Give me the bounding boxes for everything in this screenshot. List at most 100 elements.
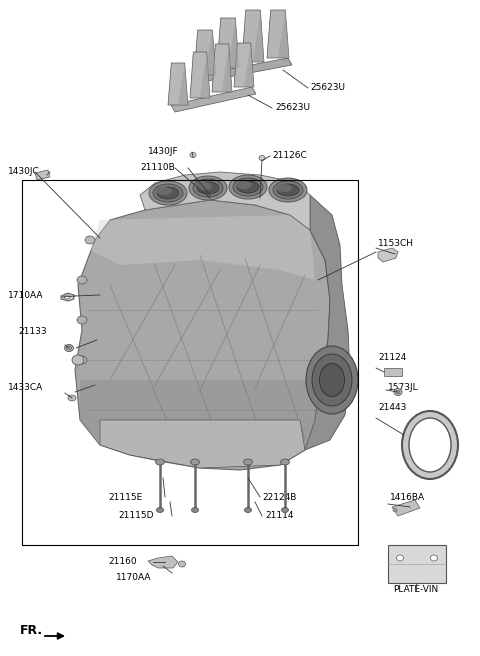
Polygon shape <box>80 380 320 468</box>
Polygon shape <box>75 200 330 470</box>
Ellipse shape <box>179 561 185 567</box>
Text: FR.: FR. <box>20 623 43 636</box>
Text: 1433CA: 1433CA <box>8 384 43 392</box>
Text: 21133: 21133 <box>18 327 47 337</box>
Ellipse shape <box>153 184 183 202</box>
Text: 1710AA: 1710AA <box>8 291 44 300</box>
Ellipse shape <box>393 508 397 512</box>
Text: 1416BA: 1416BA <box>390 493 425 502</box>
Text: 22124B: 22124B <box>262 493 296 501</box>
Polygon shape <box>168 63 188 105</box>
Ellipse shape <box>64 344 73 352</box>
Ellipse shape <box>269 178 307 202</box>
Ellipse shape <box>196 182 212 190</box>
Ellipse shape <box>191 459 200 465</box>
Polygon shape <box>205 30 216 75</box>
Polygon shape <box>392 500 420 516</box>
Ellipse shape <box>431 555 437 561</box>
Polygon shape <box>61 293 74 301</box>
Polygon shape <box>190 52 210 98</box>
Text: 25623U: 25623U <box>275 104 310 112</box>
Text: PLATE-VIN: PLATE-VIN <box>394 586 439 594</box>
Ellipse shape <box>259 155 265 161</box>
Text: 21115D: 21115D <box>118 512 154 520</box>
Ellipse shape <box>156 508 164 512</box>
Ellipse shape <box>276 184 292 192</box>
Ellipse shape <box>396 555 404 561</box>
Text: 21114: 21114 <box>265 512 293 520</box>
Polygon shape <box>171 87 256 112</box>
Bar <box>22 180 358 545</box>
Text: 21160: 21160 <box>108 558 137 567</box>
Text: 21443: 21443 <box>378 403 407 413</box>
Ellipse shape <box>192 508 199 512</box>
Ellipse shape <box>157 187 179 199</box>
Ellipse shape <box>306 346 358 414</box>
Text: 25623U: 25623U <box>310 83 345 92</box>
Ellipse shape <box>243 459 252 465</box>
Polygon shape <box>253 10 264 62</box>
Polygon shape <box>140 172 310 230</box>
Ellipse shape <box>68 395 76 401</box>
Ellipse shape <box>244 508 252 512</box>
Polygon shape <box>198 58 292 82</box>
Polygon shape <box>228 18 239 68</box>
Ellipse shape <box>72 355 84 365</box>
Ellipse shape <box>236 181 252 189</box>
Ellipse shape <box>67 346 72 350</box>
Ellipse shape <box>402 411 458 479</box>
Text: 1153CH: 1153CH <box>378 239 414 247</box>
Ellipse shape <box>189 176 227 200</box>
Polygon shape <box>194 30 216 75</box>
Ellipse shape <box>281 508 288 512</box>
Polygon shape <box>242 10 264 62</box>
Polygon shape <box>222 44 232 92</box>
Ellipse shape <box>64 295 70 299</box>
Ellipse shape <box>156 459 165 465</box>
Polygon shape <box>305 195 350 450</box>
Ellipse shape <box>396 390 400 394</box>
Polygon shape <box>178 63 188 105</box>
Polygon shape <box>278 10 289 58</box>
Text: 21124: 21124 <box>378 354 407 363</box>
Ellipse shape <box>77 356 87 364</box>
Ellipse shape <box>409 418 451 472</box>
Ellipse shape <box>190 152 196 157</box>
Polygon shape <box>35 170 50 180</box>
Ellipse shape <box>149 181 187 205</box>
Ellipse shape <box>197 182 219 194</box>
Polygon shape <box>212 44 232 92</box>
Text: 1430JC: 1430JC <box>8 167 40 176</box>
Text: 21126C: 21126C <box>272 152 307 161</box>
Text: 21115E: 21115E <box>108 493 142 501</box>
Ellipse shape <box>77 276 87 284</box>
Polygon shape <box>234 43 254 87</box>
Ellipse shape <box>280 459 289 465</box>
Ellipse shape <box>77 316 87 324</box>
Bar <box>384 368 402 376</box>
Text: 1170AA: 1170AA <box>116 573 152 583</box>
Ellipse shape <box>156 187 172 195</box>
Polygon shape <box>244 43 254 87</box>
Polygon shape <box>90 215 315 280</box>
Polygon shape <box>267 10 289 58</box>
Ellipse shape <box>273 181 303 199</box>
Ellipse shape <box>193 179 223 197</box>
Text: 1430JF: 1430JF <box>148 148 179 157</box>
Ellipse shape <box>233 178 263 196</box>
Text: 21110B: 21110B <box>140 163 175 173</box>
Polygon shape <box>378 248 398 262</box>
Ellipse shape <box>320 363 345 396</box>
Ellipse shape <box>229 175 267 199</box>
Polygon shape <box>217 18 239 68</box>
Polygon shape <box>148 556 178 568</box>
Ellipse shape <box>394 388 402 396</box>
Ellipse shape <box>312 354 352 406</box>
Polygon shape <box>100 420 305 468</box>
Text: 1573JL: 1573JL <box>388 384 419 392</box>
Ellipse shape <box>277 184 299 196</box>
Polygon shape <box>200 52 210 98</box>
FancyBboxPatch shape <box>388 545 446 583</box>
Ellipse shape <box>85 236 95 244</box>
Ellipse shape <box>237 181 259 193</box>
